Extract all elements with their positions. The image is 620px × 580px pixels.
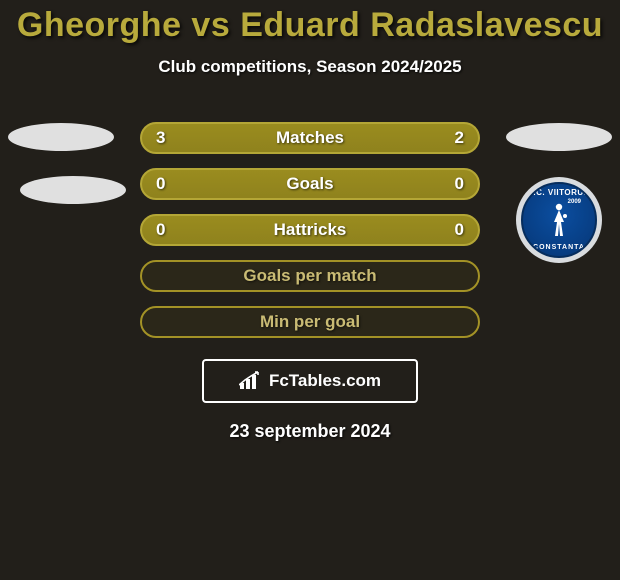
stat-right-value: 2 bbox=[424, 128, 464, 148]
stat-label: Hattricks bbox=[196, 220, 424, 240]
stat-row: Goals per match bbox=[0, 253, 620, 299]
stat-label: Goals per match bbox=[196, 266, 424, 286]
stat-right-value: 0 bbox=[424, 174, 464, 194]
stat-pill: 3Matches2 bbox=[140, 122, 480, 154]
stat-label: Min per goal bbox=[196, 312, 424, 332]
stat-pill: 0Goals0 bbox=[140, 168, 480, 200]
stat-row: 3Matches2 bbox=[0, 115, 620, 161]
stat-row: 0Goals0 bbox=[0, 161, 620, 207]
stat-left-value: 3 bbox=[156, 128, 196, 148]
stat-pill: Min per goal bbox=[140, 306, 480, 338]
stat-left-value: 0 bbox=[156, 174, 196, 194]
subtitle: Club competitions, Season 2024/2025 bbox=[0, 57, 620, 77]
stat-left-value: 0 bbox=[156, 220, 196, 240]
date-text: 23 september 2024 bbox=[0, 421, 620, 442]
stat-right-value: 0 bbox=[424, 220, 464, 240]
brand-text: FcTables.com bbox=[269, 371, 381, 391]
stat-label: Goals bbox=[196, 174, 424, 194]
stat-pill: Goals per match bbox=[140, 260, 480, 292]
stats-area: 3Matches20Goals00Hattricks0Goals per mat… bbox=[0, 115, 620, 345]
stat-row: Min per goal bbox=[0, 299, 620, 345]
page-title: Gheorghe vs Eduard Radaslavescu bbox=[0, 6, 620, 45]
stat-label: Matches bbox=[196, 128, 424, 148]
infographic-container: Gheorghe vs Eduard Radaslavescu Club com… bbox=[0, 0, 620, 442]
bar-chart-icon bbox=[239, 371, 263, 391]
stat-pill: 0Hattricks0 bbox=[140, 214, 480, 246]
stat-row: 0Hattricks0 bbox=[0, 207, 620, 253]
brand-box: FcTables.com bbox=[202, 359, 418, 403]
